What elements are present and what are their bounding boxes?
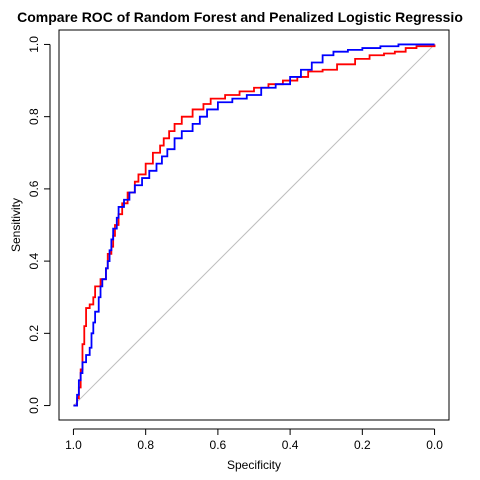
chart-title: Compare ROC of Random Forest and Penaliz… xyxy=(17,9,463,25)
x-tick-label: 0.4 xyxy=(282,438,299,452)
reference-diagonal xyxy=(73,44,435,406)
y-tick-label: 0.6 xyxy=(27,180,41,197)
plot-frame xyxy=(58,29,450,421)
y-tick-label: 0.0 xyxy=(27,397,41,414)
x-tick-label: 0.0 xyxy=(426,438,443,452)
y-tick-label: 0.8 xyxy=(27,108,41,125)
y-axis-title: Sensitivity xyxy=(9,198,23,252)
roc-series-line xyxy=(73,43,435,407)
y-tick-label: 0.4 xyxy=(27,252,41,269)
x-axis: 1.0 0.8 0.6 0.4 0.2 0.0 xyxy=(65,428,443,452)
x-tick-label: 0.8 xyxy=(137,438,154,452)
y-tick-label: 0.2 xyxy=(27,325,41,342)
x-tick-label: 0.6 xyxy=(210,438,227,452)
y-tick-label: 1.0 xyxy=(27,36,41,53)
roc-series-line xyxy=(73,44,436,407)
x-tick-label: 0.2 xyxy=(354,438,371,452)
x-axis-title: Specificity xyxy=(227,458,281,472)
y-axis: 0.0 0.2 0.4 0.6 0.8 1.0 xyxy=(27,36,51,414)
series-layer xyxy=(73,43,436,407)
x-tick-label: 1.0 xyxy=(65,438,82,452)
